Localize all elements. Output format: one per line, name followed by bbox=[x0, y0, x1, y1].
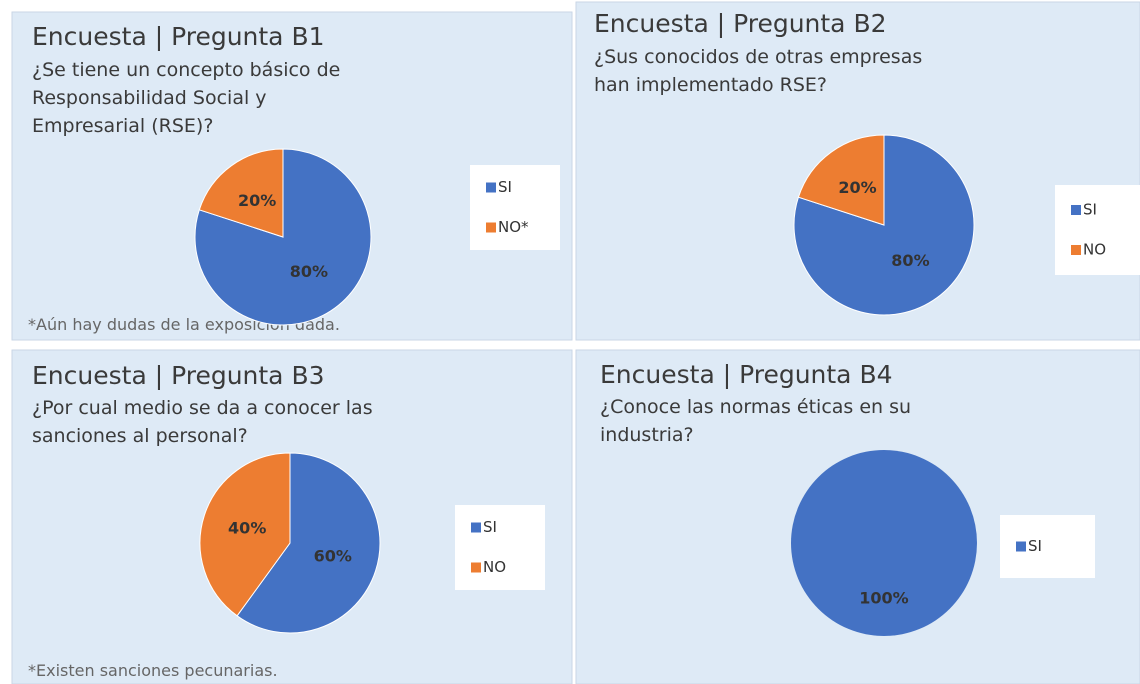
legend bbox=[470, 165, 560, 250]
data-label: 20% bbox=[238, 191, 276, 210]
panel-subtitle: industria? bbox=[600, 424, 694, 446]
data-label: 60% bbox=[314, 546, 352, 565]
panel-subtitle: ¿Se tiene un concepto básico de bbox=[32, 59, 340, 81]
panel-subtitle: Responsabilidad Social y bbox=[32, 87, 267, 109]
note: *Existen sanciones pecunarias. bbox=[28, 661, 278, 680]
legend-swatch bbox=[471, 562, 481, 573]
panel-title: Encuesta | Pregunta B4 bbox=[600, 360, 893, 389]
legend bbox=[1055, 185, 1140, 275]
legend-label: NO bbox=[483, 558, 506, 576]
pie-slice bbox=[199, 452, 291, 617]
data-label: 20% bbox=[838, 178, 876, 197]
panel-subtitle: ¿Por cual medio se da a conocer las bbox=[32, 397, 373, 419]
panel-title: Encuesta | Pregunta B1 bbox=[32, 22, 325, 51]
legend-label: SI bbox=[1083, 201, 1097, 219]
legend-swatch bbox=[471, 522, 481, 533]
pie-slice bbox=[797, 134, 885, 226]
panel-subtitle: ¿Conoce las normas éticas en su bbox=[600, 396, 911, 418]
legend bbox=[1000, 515, 1095, 578]
panel-subtitle: ¿Sus conocidos de otras empresas bbox=[594, 46, 922, 68]
legend-label: SI bbox=[1028, 537, 1042, 555]
data-label: 80% bbox=[891, 251, 929, 270]
legend-swatch bbox=[1071, 205, 1081, 215]
legend-swatch bbox=[486, 222, 496, 233]
panel-subtitle: sanciones al personal? bbox=[32, 425, 248, 447]
legend bbox=[455, 505, 545, 590]
data-label: 100% bbox=[859, 588, 908, 607]
legend-swatch bbox=[486, 182, 496, 193]
legend-swatch bbox=[1071, 245, 1081, 255]
pie-slice bbox=[198, 148, 284, 238]
legend-label: SI bbox=[483, 518, 497, 536]
panel-title: Encuesta | Pregunta B2 bbox=[594, 9, 887, 38]
legend-swatch bbox=[1016, 541, 1026, 552]
data-label: 40% bbox=[228, 519, 266, 538]
panel-subtitle: Empresarial (RSE)? bbox=[32, 115, 213, 137]
legend-label: NO bbox=[1083, 241, 1106, 259]
panel-subtitle: han implementado RSE? bbox=[594, 74, 827, 96]
data-label: 80% bbox=[290, 262, 328, 281]
pie-slice bbox=[791, 450, 977, 636]
legend-label: SI bbox=[498, 178, 512, 196]
legend-label: NO* bbox=[498, 218, 529, 236]
panel-title: Encuesta | Pregunta B3 bbox=[32, 361, 325, 390]
pie-slice bbox=[236, 452, 381, 634]
